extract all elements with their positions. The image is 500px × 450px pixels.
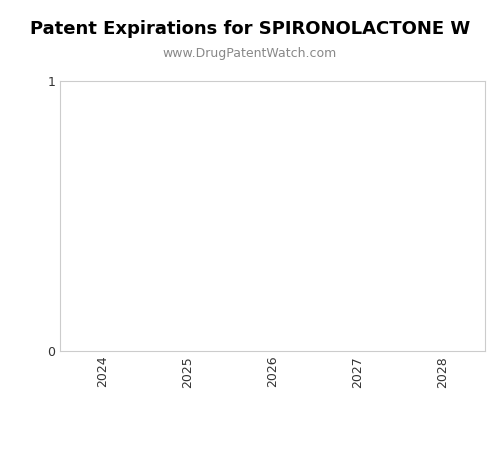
Text: www.DrugPatentWatch.com: www.DrugPatentWatch.com (163, 47, 337, 60)
Text: Patent Expirations for SPIRONOLACTONE W: Patent Expirations for SPIRONOLACTONE W (30, 20, 470, 38)
